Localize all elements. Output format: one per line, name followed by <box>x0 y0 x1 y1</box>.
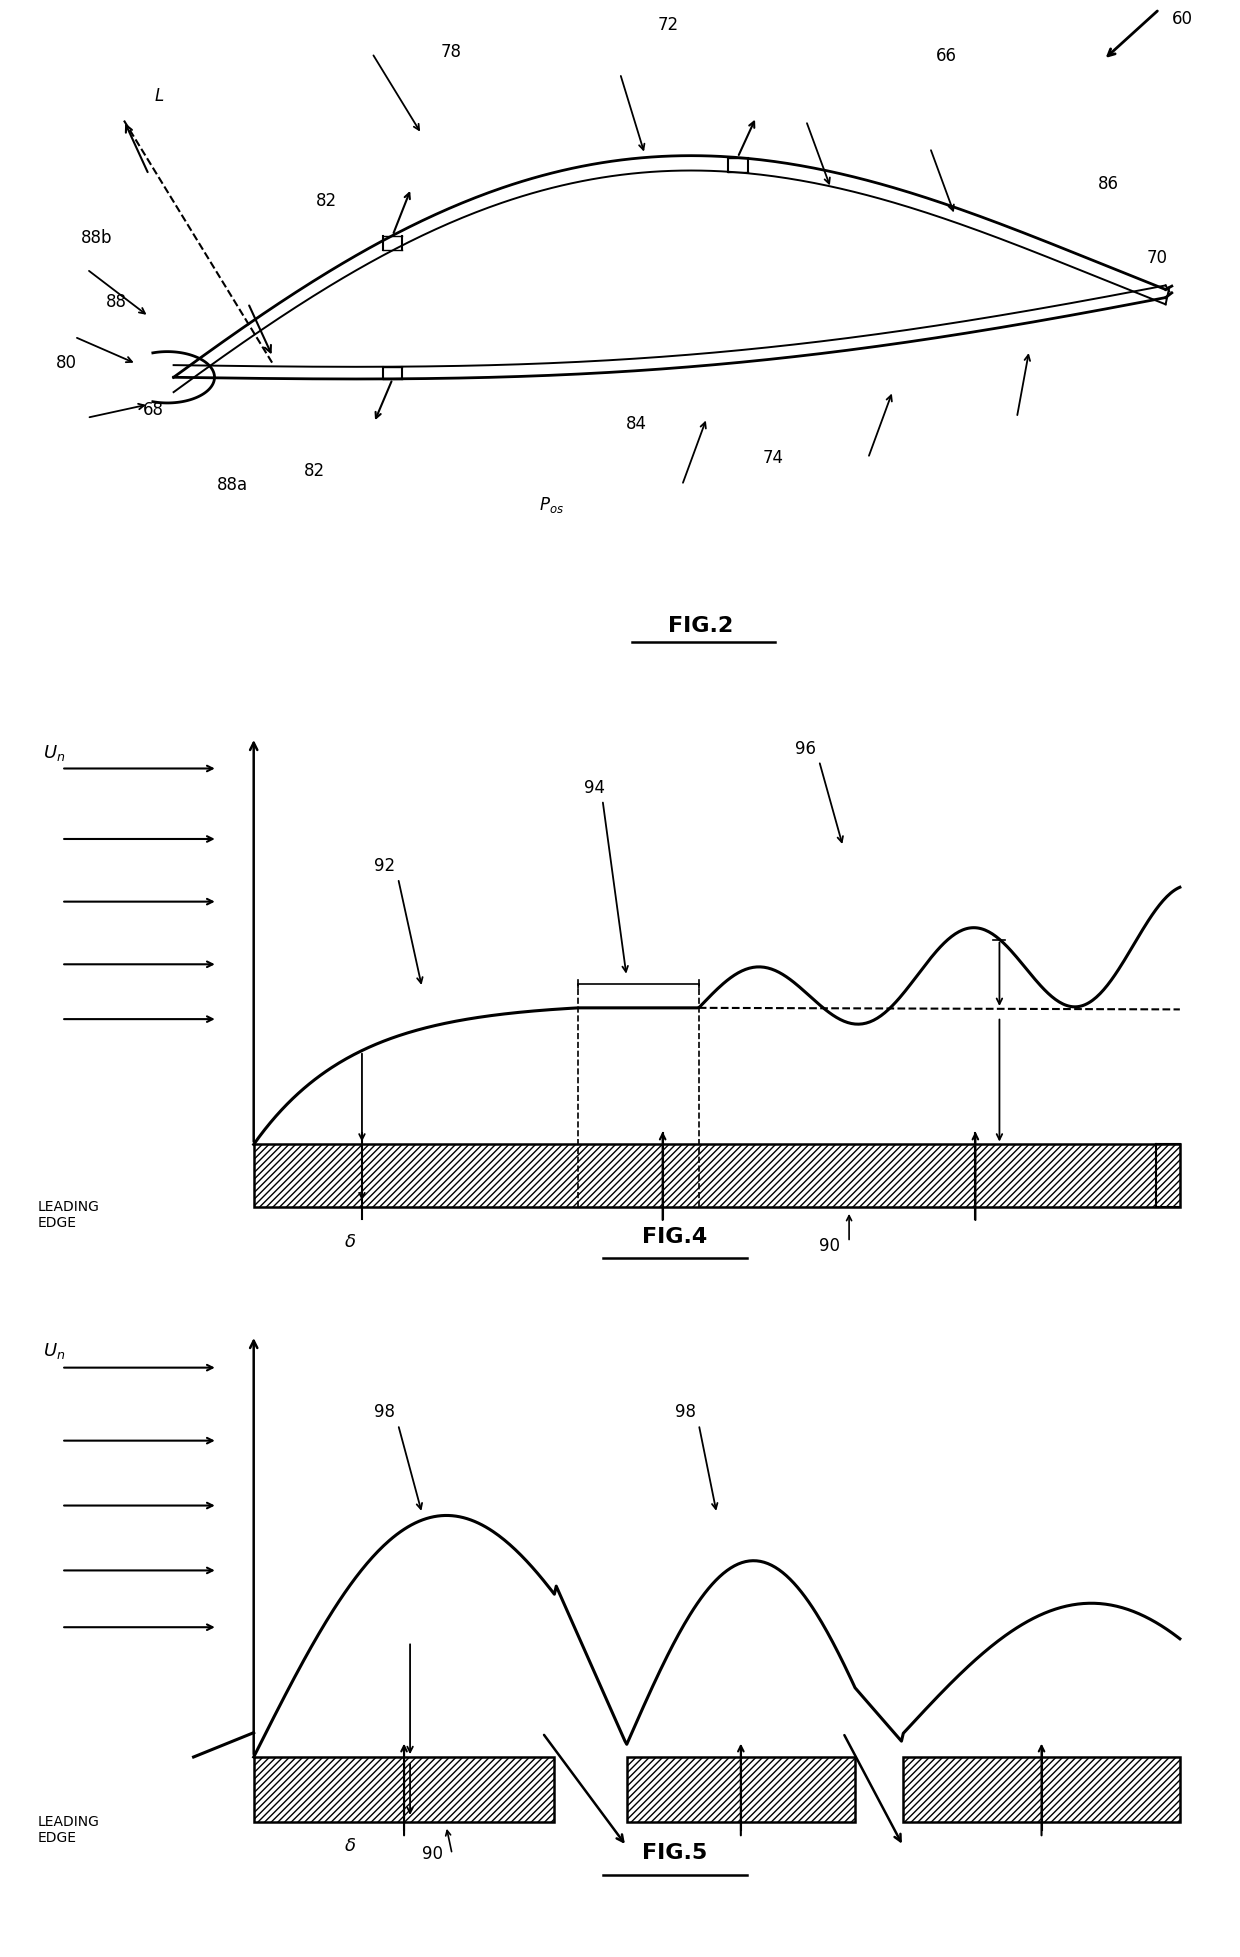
Text: 86: 86 <box>1097 174 1118 194</box>
Text: $P_{os}$: $P_{os}$ <box>539 495 564 515</box>
Text: 96: 96 <box>795 740 816 757</box>
Text: 98: 98 <box>374 1403 396 1421</box>
Text: FIG.4: FIG.4 <box>642 1227 707 1247</box>
Text: 82: 82 <box>316 192 337 209</box>
Bar <box>254 1757 554 1822</box>
Text: $U_n$: $U_n$ <box>43 742 66 763</box>
Text: 90: 90 <box>422 1843 443 1863</box>
Text: 82: 82 <box>304 462 325 479</box>
Text: 90: 90 <box>820 1237 839 1254</box>
Text: 84: 84 <box>626 415 647 432</box>
Text: 66: 66 <box>936 47 957 65</box>
Bar <box>254 1145 1180 1207</box>
Bar <box>626 1757 856 1822</box>
Text: 88a: 88a <box>217 476 248 493</box>
Text: 60: 60 <box>1172 10 1193 27</box>
Bar <box>903 1757 1180 1822</box>
Text: 88: 88 <box>105 294 126 311</box>
Text: $\delta$: $\delta$ <box>343 1836 356 1855</box>
Text: 68: 68 <box>143 401 164 419</box>
Text: 74: 74 <box>763 448 784 466</box>
Text: FIG.5: FIG.5 <box>642 1842 707 1863</box>
Text: 72: 72 <box>657 16 678 35</box>
Text: 92: 92 <box>374 857 396 875</box>
Text: 78: 78 <box>440 43 461 61</box>
Text: LEADING
EDGE: LEADING EDGE <box>37 1200 99 1229</box>
Text: LEADING
EDGE: LEADING EDGE <box>37 1814 99 1843</box>
Text: $U_n$: $U_n$ <box>43 1341 66 1360</box>
Text: 94: 94 <box>584 779 605 796</box>
Text: 98: 98 <box>675 1403 696 1421</box>
Text: 88b: 88b <box>81 229 112 247</box>
Text: 80: 80 <box>56 354 77 372</box>
Text: 70: 70 <box>1147 249 1168 268</box>
Text: $\delta$: $\delta$ <box>343 1233 356 1251</box>
Text: L: L <box>155 88 164 106</box>
Text: FIG.2: FIG.2 <box>668 614 733 636</box>
